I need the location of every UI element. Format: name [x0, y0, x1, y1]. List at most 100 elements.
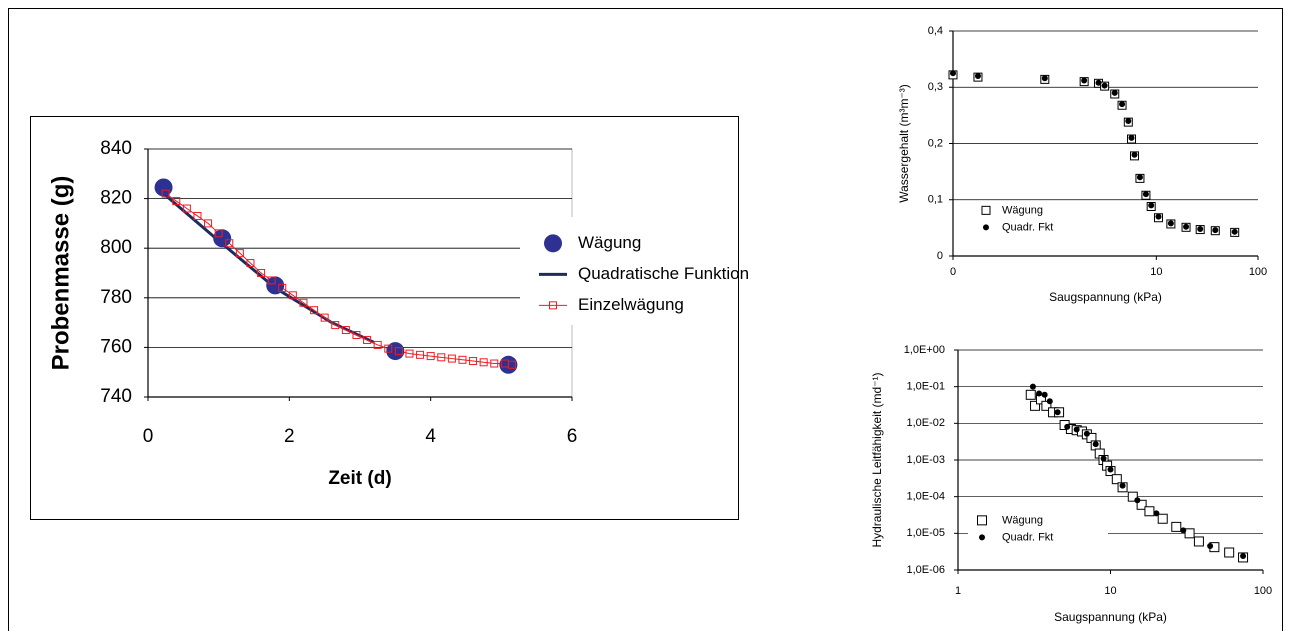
legend-marker	[544, 234, 562, 253]
y-tick-label: 1,0E-01	[906, 381, 945, 393]
y-tick-label: 1,0E-02	[906, 417, 945, 429]
data-point	[363, 335, 372, 344]
data-point	[1180, 527, 1187, 534]
data-point	[1167, 220, 1174, 227]
data-point	[950, 70, 956, 77]
data-point	[278, 283, 287, 292]
data-point	[182, 204, 191, 213]
data-point	[1111, 89, 1118, 96]
y-tick-label: 0,4	[928, 25, 943, 37]
data-point	[1107, 466, 1114, 473]
data-point	[1125, 118, 1132, 124]
data-point	[320, 313, 329, 322]
data-point	[1184, 528, 1195, 539]
data-point	[490, 359, 499, 368]
data-point	[1054, 409, 1061, 416]
data-point	[974, 73, 981, 79]
y-tick-label: 740	[100, 386, 132, 407]
data-point	[257, 269, 266, 277]
x-tick-label: 1	[955, 585, 961, 597]
y-tick-label: 0,2	[928, 137, 943, 149]
data-point	[458, 355, 467, 364]
legend-label: Quadratische Funktion	[578, 264, 749, 283]
data-point	[1111, 474, 1122, 485]
legend-label: Einzelwägung	[578, 295, 684, 314]
data-point	[161, 189, 170, 198]
legend-label: Wägung	[1002, 514, 1043, 526]
data-point	[1144, 506, 1155, 517]
y-tick-label: 1,0E+00	[904, 344, 945, 356]
data-point	[1064, 423, 1071, 430]
data-point	[1025, 389, 1036, 400]
y-tick-label: 800	[100, 237, 132, 258]
data-point	[373, 340, 382, 349]
data-point	[1030, 400, 1041, 411]
data-point	[447, 354, 456, 363]
data-point	[1073, 426, 1080, 433]
data-point	[1224, 547, 1235, 558]
data-point	[1197, 226, 1204, 232]
data-point	[299, 298, 308, 307]
x-tick-label: 0	[950, 266, 956, 278]
data-point	[193, 211, 202, 220]
data-point	[469, 357, 478, 366]
data-point	[479, 358, 488, 367]
y-tick-label: 0,3	[928, 81, 943, 93]
data-point	[1131, 151, 1138, 158]
y-tick-label: 1,0E-03	[906, 454, 945, 466]
data-point	[1207, 543, 1214, 550]
y-tick-label: 840	[100, 138, 132, 159]
x-tick-label: 0	[143, 426, 154, 447]
data-point	[1155, 213, 1162, 220]
data-point	[1212, 227, 1219, 234]
data-point	[1092, 441, 1099, 448]
data-point	[310, 306, 319, 315]
data-point	[1231, 228, 1238, 235]
data-point	[416, 350, 425, 359]
data-point	[1041, 75, 1048, 82]
legend-marker	[549, 301, 557, 310]
data-point	[405, 349, 414, 358]
data-point	[1128, 134, 1135, 141]
legend-box	[968, 511, 1108, 547]
data-point	[1046, 398, 1053, 405]
data-point	[1171, 521, 1182, 532]
legend-box	[975, 201, 1115, 237]
data-point	[1134, 497, 1141, 504]
data-point	[1148, 202, 1155, 209]
legend-marker	[977, 515, 987, 526]
x-axis-title: Zeit (d)	[328, 468, 391, 489]
data-point	[331, 321, 340, 330]
data-point	[426, 352, 435, 361]
data-point	[507, 360, 516, 369]
data-point	[214, 229, 223, 238]
y-axis-title: Hydraulische Leitfähigkeit (md⁻¹)	[870, 372, 884, 547]
y-axis-title: Probenmasse (g)	[47, 176, 74, 371]
data-point	[1100, 455, 1107, 462]
legend-marker	[983, 224, 989, 231]
data-point	[204, 219, 213, 228]
data-point	[1041, 391, 1048, 398]
x-tick-label: 100	[1254, 585, 1272, 597]
data-point	[1041, 400, 1052, 411]
data-point	[225, 239, 234, 248]
data-point	[384, 344, 393, 353]
y-tick-label: 1,0E-04	[906, 491, 945, 503]
data-point	[172, 197, 181, 206]
legend-label: Wägung	[578, 233, 641, 252]
data-point	[235, 249, 244, 258]
data-point	[437, 353, 446, 362]
y-tick-label: 0,1	[928, 194, 943, 206]
data-point	[1136, 174, 1143, 181]
data-point	[341, 326, 350, 335]
data-point	[288, 291, 297, 300]
x-axis-title: Saugspannung (kPa)	[1049, 290, 1162, 304]
data-point	[1157, 513, 1168, 524]
data-point	[1083, 430, 1090, 437]
data-point	[1081, 77, 1088, 84]
data-point	[266, 276, 285, 295]
data-point	[352, 331, 361, 339]
data-point	[1095, 79, 1102, 86]
legend-label: Wägung	[1002, 204, 1043, 216]
data-point	[1127, 491, 1138, 502]
